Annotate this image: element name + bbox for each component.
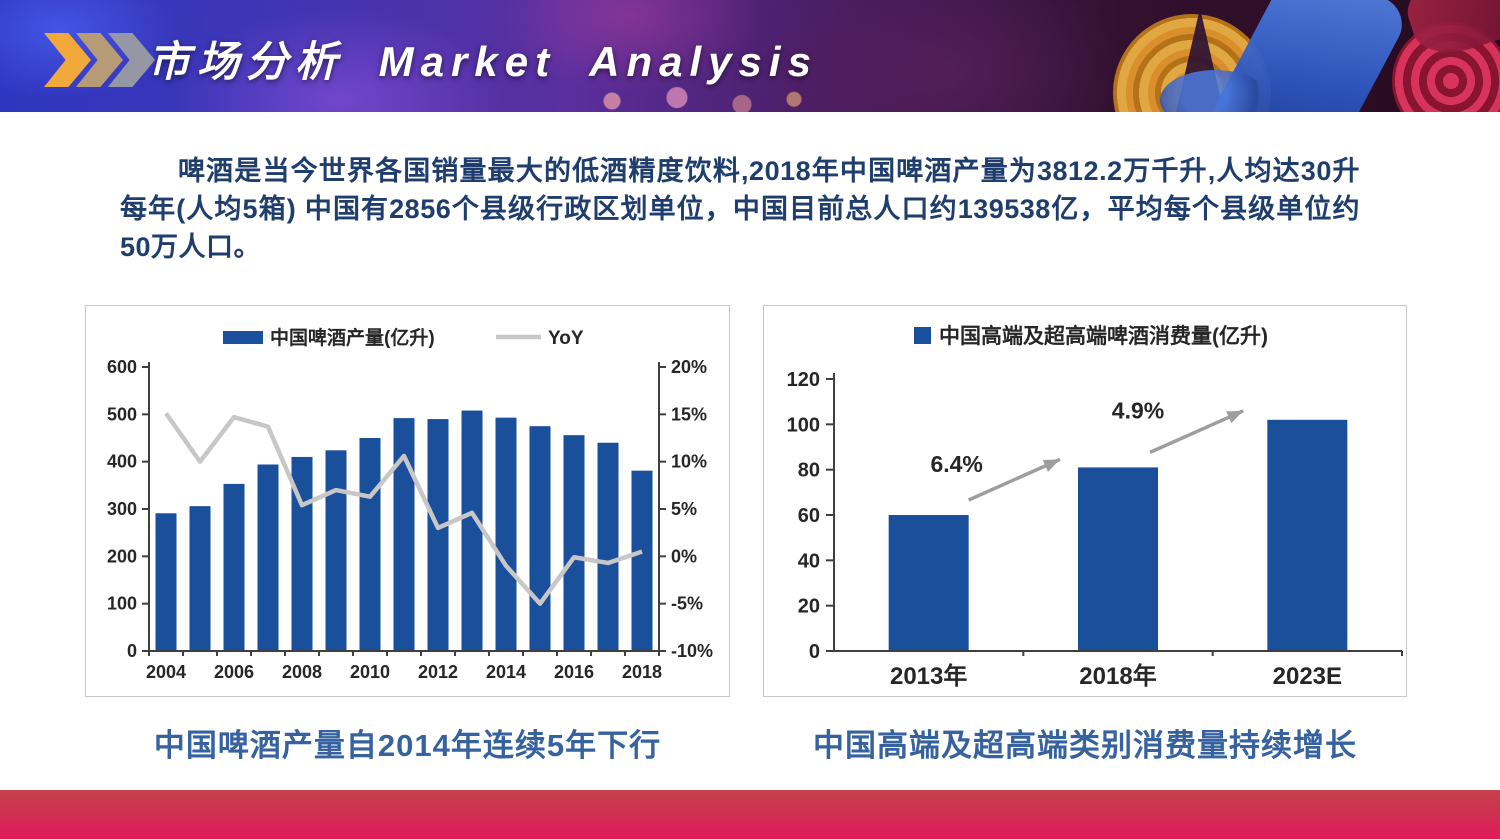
right-axis-label: -10% [671,641,713,661]
left-axis-label: 500 [107,404,137,424]
y-axis-label: 100 [787,414,820,436]
left-chart-svg: 600 500 400 300 200 100 0 20% 15% 10% 5% 0% -5% -10% 2… [107,326,713,682]
left-axis-label: 100 [107,594,137,614]
right-axis-label: -5% [671,594,703,614]
y-axis-label: 120 [787,369,820,391]
right-axis-label: 15% [671,404,707,424]
growth-arrow [1149,409,1245,454]
growth-arrow-head [1226,410,1244,424]
production-bar-2010 [359,438,381,651]
x-axis-label: 2006 [214,662,254,682]
blue-dots-art [1160,70,1270,112]
x-axis-label: 2018 [622,662,662,682]
intro-paragraph: 啤酒是当今世界各国销量最大的低酒精度饮料,2018年中国啤酒产量为3812.2万… [120,156,1360,262]
left-chart-caption: 中国啤酒产量自2014年连续5年下行 [153,728,662,763]
x-axis-label: 2016 [554,662,594,682]
y-axis-label: 60 [798,505,820,527]
y-axis-label: 40 [798,550,820,572]
beer-production-chart: 600 500 400 300 200 100 0 20% 15% 10% 5% 0% -5% -10% 2… [85,305,730,697]
production-bar-2007 [257,464,279,651]
right-chart-svg: 120 100 80 60 40 20 0 2013年 2018年 2023E 中国高端及超高端啤酒… [787,324,1403,690]
x-axis-label: 2023E [1273,663,1342,690]
right-chart-caption: 中国高端及超高端类别消费量持续增长 [813,728,1357,763]
production-bar-2008 [291,456,313,651]
page-title: 市场分析 Market Analysis [148,38,818,85]
x-axis-label: 2004 [146,662,186,682]
y-axis-label: 20 [798,596,820,618]
slide-header: 市场分析 Market Analysis [0,0,1500,112]
premium-consumption-chart: 120 100 80 60 40 20 0 2013年 2018年 2023E 中国高端及超高端啤酒… [763,305,1407,697]
right-axis-label: 20% [671,357,707,377]
legend-line-label: YoY [548,328,584,349]
legend-bar-label: 中国高端及超高端啤酒消费量(亿升) [939,324,1268,348]
production-bar-2006 [223,483,245,651]
legend-bar-label: 中国啤酒产量(亿升) [270,326,435,349]
y-axis-label: 80 [798,460,820,482]
bottom-red-band [0,790,1500,839]
pink-dots-art [560,84,820,112]
production-bar-2011 [393,418,415,651]
right-axis-label: 5% [671,499,697,519]
production-bar-2013 [461,410,483,651]
production-bar-2018 [631,470,653,651]
production-bar-2009 [325,450,347,651]
consumption-bar-2013年 [888,515,969,651]
growth-arrow-head [1042,459,1060,472]
consumption-bar-2023E [1267,419,1348,651]
chevrons-group [44,33,155,87]
production-bar-2014 [495,417,517,651]
y-axis-label: 0 [809,641,820,663]
x-axis-label: 2012 [418,662,458,682]
right-axis-label: 10% [671,452,707,472]
growth-label: 6.4% [930,451,982,477]
yoy-line [164,412,643,606]
x-axis-label: 2008 [282,662,322,682]
x-axis-label: 2013年 [890,662,967,690]
growth-arrow [967,457,1061,502]
right-axis-label: 0% [671,546,697,566]
production-bar-2004 [155,513,177,651]
production-bar-2016 [563,435,585,651]
consumption-bar-2018年 [1078,467,1158,651]
production-bar-2017 [597,442,619,651]
legend-bar-swatch [223,331,263,344]
growth-label: 4.9% [1112,397,1164,423]
left-axis-label: 300 [107,499,137,519]
x-axis-label: 2010 [350,662,390,682]
left-axis-label: 200 [107,546,137,566]
production-bar-2012 [427,419,449,651]
x-axis-label: 2018年 [1079,662,1156,690]
left-axis-label: 600 [107,357,137,377]
left-axis-label: 0 [127,641,137,661]
production-bar-2005 [189,506,211,651]
legend-bar-swatch [914,327,931,344]
x-axis-label: 2014 [486,662,526,682]
axis-lines [148,362,660,652]
left-axis-label: 400 [107,452,137,472]
production-bar-2015 [529,426,551,651]
